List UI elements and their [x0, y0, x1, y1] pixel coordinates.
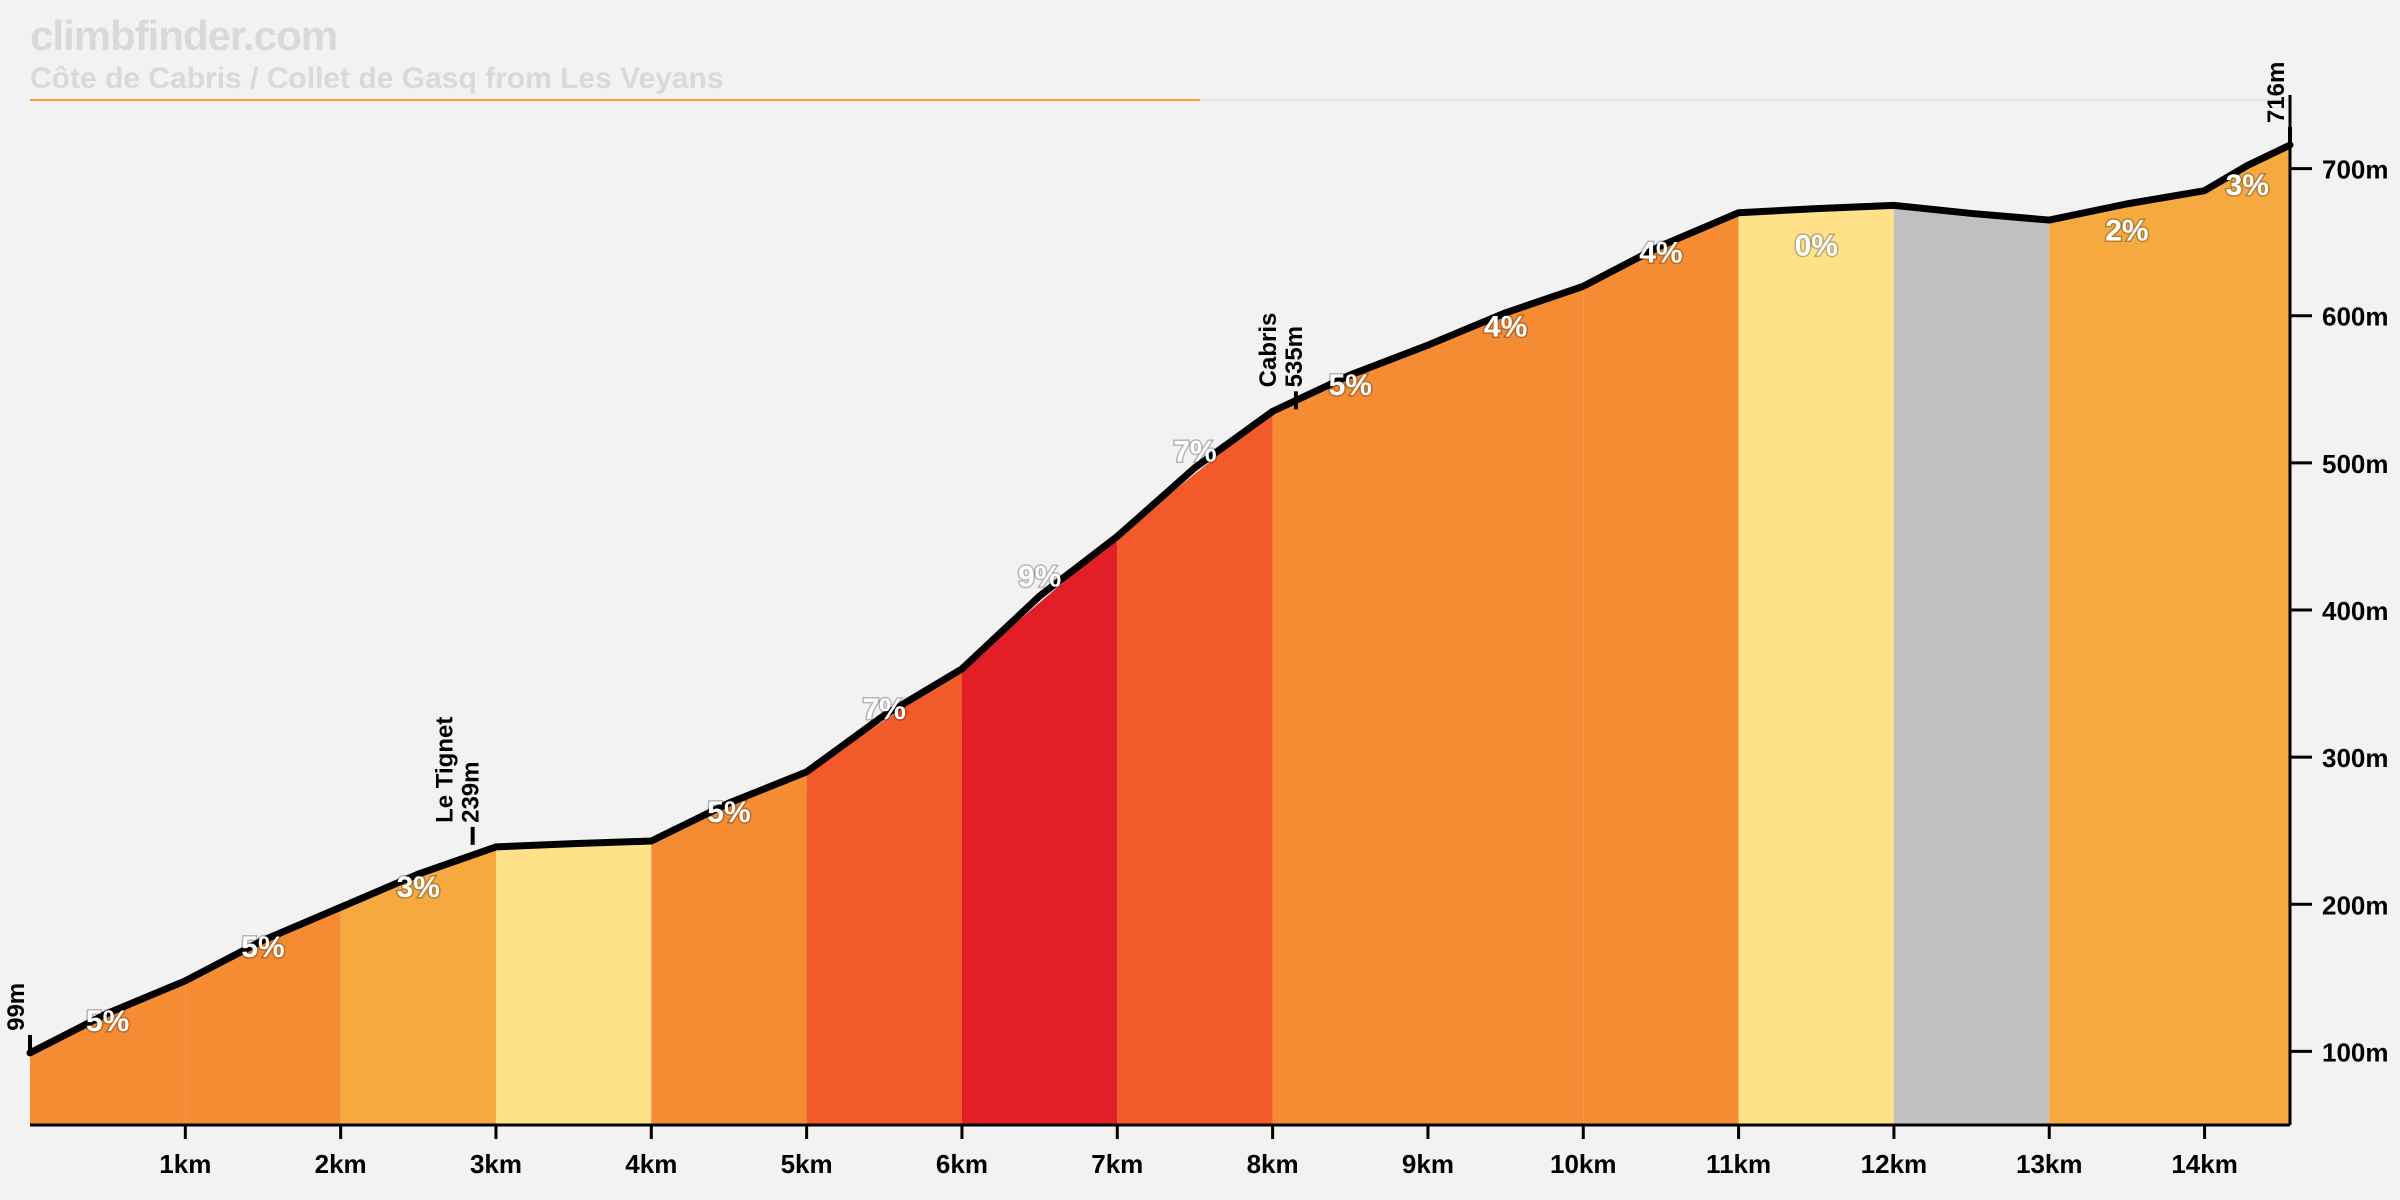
grade-label: 0%: [1795, 229, 1838, 262]
grade-label: 5%: [1329, 369, 1372, 402]
poi-altitude: 535m: [1281, 326, 1308, 387]
x-tick-label: 9km: [1402, 1149, 1454, 1179]
grade-label: 4%: [1639, 237, 1682, 270]
grade-label: 5%: [241, 931, 284, 964]
poi-altitude: 239m: [458, 762, 485, 823]
gradient-bar: [1894, 205, 2049, 1125]
gradient-bar: [2205, 145, 2290, 1125]
gradient-bar: [30, 981, 185, 1125]
grade-label: 5%: [707, 796, 750, 829]
gradient-bar: [1273, 345, 1428, 1125]
grade-label: 2%: [2105, 215, 2148, 248]
y-tick-label: 300m: [2322, 743, 2389, 773]
gradient-bar: [2049, 191, 2204, 1125]
x-tick-label: 4km: [625, 1149, 677, 1179]
x-tick-label: 12km: [1861, 1149, 1928, 1179]
start-elevation-label: 99m: [3, 983, 30, 1031]
x-tick-label: 6km: [936, 1149, 988, 1179]
poi-name: Le Tignet: [432, 717, 459, 823]
y-tick-label: 700m: [2322, 155, 2389, 185]
x-tick-label: 11km: [1706, 1149, 1771, 1179]
gradient-bar: [962, 536, 1117, 1125]
grade-label: 5%: [86, 1005, 129, 1038]
x-tick-label: 2km: [315, 1149, 367, 1179]
gradient-bar: [1428, 286, 1583, 1125]
y-tick-label: 200m: [2322, 890, 2389, 920]
x-tick-label: 10km: [1550, 1149, 1617, 1179]
x-tick-label: 14km: [2171, 1149, 2238, 1179]
elevation-chart: climbfinder.com Côte de Cabris / Collet …: [0, 0, 2400, 1200]
gradient-bar: [1583, 213, 1738, 1125]
x-tick-label: 3km: [470, 1149, 522, 1179]
gradient-bar: [496, 841, 651, 1125]
gradient-bars: [30, 145, 2290, 1125]
gradient-bar: [807, 669, 962, 1125]
grade-label: 3%: [2226, 169, 2269, 202]
y-tick-label: 500m: [2322, 449, 2389, 479]
grade-label: 7%: [1173, 435, 1216, 468]
x-tick-label: 13km: [2016, 1149, 2083, 1179]
poi-name: Cabris: [1255, 313, 1282, 388]
grade-label: 9%: [1018, 560, 1061, 593]
x-tick-label: 7km: [1091, 1149, 1143, 1179]
x-tick-label: 1km: [159, 1149, 211, 1179]
chart-svg: 1km 2km 3km 4km 5km 6km 7km 8km 9km 10km 11km 12km 1…: [0, 0, 2400, 1200]
grade-label: 7%: [863, 693, 906, 726]
y-tick-label: 100m: [2322, 1037, 2389, 1067]
gradient-bar: [1739, 205, 1894, 1125]
grade-label: 3%: [397, 871, 440, 904]
y-tick-label: 600m: [2322, 302, 2389, 332]
grade-label: 4%: [1484, 310, 1527, 343]
x-tick-label: 8km: [1247, 1149, 1299, 1179]
x-tick-label: 5km: [781, 1149, 833, 1179]
end-elevation-label: 716m: [2263, 62, 2290, 123]
y-tick-label: 400m: [2322, 596, 2389, 626]
